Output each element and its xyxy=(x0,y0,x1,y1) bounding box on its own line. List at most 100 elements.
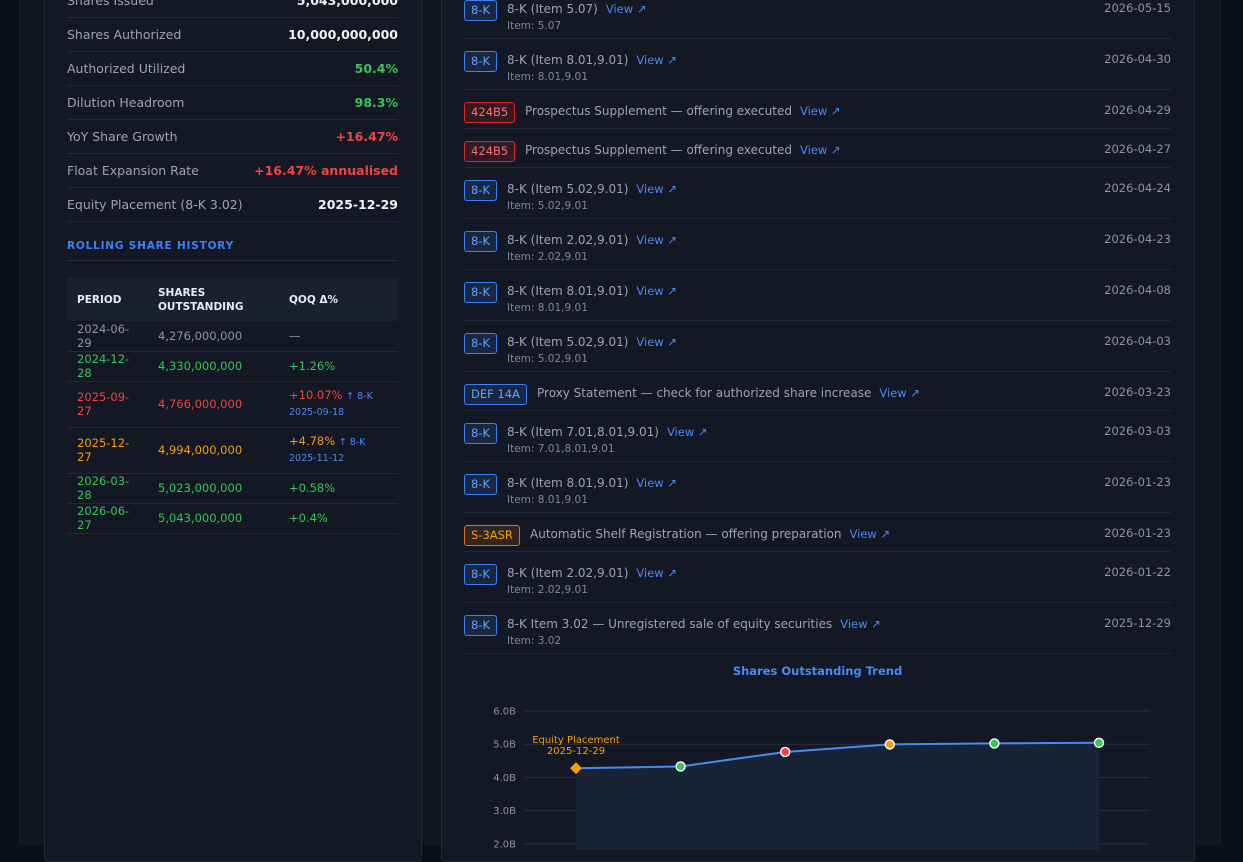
shares-cell: 4,994,000,000 xyxy=(148,427,279,474)
view-filing-link[interactable]: View ↗ xyxy=(636,233,677,247)
table-header-row: PERIOD SHARES OUTSTANDING QOQ Δ% xyxy=(67,278,398,321)
filing-row: 8-K 8-K (Item 8.01,9.01) View ↗ Item: 8.01,… xyxy=(464,462,1171,513)
metric-row: Float Expansion Rate +16.47% annualised xyxy=(67,154,398,188)
filing-title-text: 8-K (Item 2.02,9.01) xyxy=(507,233,629,247)
view-filing-link[interactable]: View ↗ xyxy=(636,182,677,196)
delta-cell: +4.78% ↑ 8-K 2025-11-12 xyxy=(279,427,398,474)
y-tick-label: 4.0B xyxy=(493,773,516,784)
filing-date: 2026-05-15 xyxy=(1104,1,1171,15)
form-type-badge: 8-K xyxy=(464,564,498,585)
filing-title-text: 8-K (Item 5.02,9.01) xyxy=(507,335,629,349)
column-header-delta: QOQ Δ% xyxy=(289,293,339,306)
form-type-badge: S-3ASR xyxy=(464,525,520,546)
table-row: 2026-03-28 5,023,000,000 +0.58% xyxy=(67,473,398,504)
metric-value: 50.4% xyxy=(354,61,398,76)
filing-item-numbers: Item: 8.01,9.01 xyxy=(507,302,588,314)
view-filing-link[interactable]: View ↗ xyxy=(666,425,708,439)
view-filing-link[interactable]: View ↗ xyxy=(636,335,677,349)
filing-title-text: 8-K (Item 8.01,9.01) xyxy=(507,284,629,298)
y-tick-label: 6.0B xyxy=(493,707,516,718)
filing-title-text: 8-K (Item 2.02,9.01) xyxy=(507,566,629,580)
period-cell: 2024-12-28 xyxy=(67,351,148,382)
filing-title: 8-K (Item 7.01,8.01,9.01) View ↗ xyxy=(507,425,708,439)
data-point xyxy=(884,739,895,750)
shares-cell: 4,276,000,000 xyxy=(148,321,279,352)
filing-date: 2025-11-12 xyxy=(289,453,345,464)
metric-label: Dilution Headroom xyxy=(67,95,185,110)
filing-item-numbers: Item: 8.01,9.01 xyxy=(507,494,588,506)
filing-date: 2026-01-22 xyxy=(1104,565,1171,579)
filing-date: 2026-04-29 xyxy=(1104,103,1171,117)
table-row: 2025-09-27 4,766,000,000 +10.07% ↑ 8-K 2… xyxy=(67,381,398,428)
filing-item-numbers: Item: 8.01,9.01 xyxy=(507,71,588,83)
filing-item-numbers: Item: 2.02,9.01 xyxy=(507,251,588,263)
filing-title-text: 8-K (Item 7.01,8.01,9.01) xyxy=(507,425,659,439)
column-header-period: PERIOD xyxy=(77,293,122,306)
shares-cell: 4,766,000,000 xyxy=(148,381,279,428)
form-type-badge: 8-K xyxy=(464,423,498,444)
view-filing-link[interactable]: View ↗ xyxy=(840,617,881,631)
filing-link[interactable]: ↑ 8-K xyxy=(338,437,366,448)
filing-title-text: Prospectus Supplement — offering execute… xyxy=(525,143,792,157)
view-filing-link[interactable]: View ↗ xyxy=(799,143,841,157)
filing-date: 2026-01-23 xyxy=(1104,526,1171,540)
filing-date: 2026-04-24 xyxy=(1104,181,1171,195)
y-tick-label: 3.0B xyxy=(493,806,516,817)
metric-value: 10,000,000,000 xyxy=(288,27,398,42)
filing-date: 2026-01-23 xyxy=(1104,475,1171,489)
filing-row: 8-K 8-K (Item 7.01,8.01,9.01) View ↗ Item: … xyxy=(464,411,1171,462)
filing-link[interactable]: ↑ 8-K xyxy=(346,391,373,402)
filing-title-text: 8-K (Item 8.01,9.01) xyxy=(507,53,629,67)
filing-row: 8-K 8-K (Item 8.01,9.01) View ↗ Item: 8.01,… xyxy=(464,39,1171,90)
form-type-badge: 8-K xyxy=(464,474,498,495)
filing-item-numbers: Item: 5.07 xyxy=(507,20,562,32)
filing-row: 8-K 8-K (Item 2.02,9.01) View ↗ Item: 2.02,… xyxy=(464,219,1171,270)
shares-cell: 5,023,000,000 xyxy=(148,473,279,504)
form-type-badge: 8-K xyxy=(464,180,498,201)
view-filing-link[interactable]: View ↗ xyxy=(849,527,891,541)
period-cell: 2026-03-28 xyxy=(67,473,148,504)
metric-value: +16.47% annualised xyxy=(254,163,398,178)
filing-item-numbers: Item: 2.02,9.01 xyxy=(507,584,588,596)
filing-title: 8-K Item 3.02 — Unregistered sale of equ… xyxy=(507,617,881,631)
filing-row: 8-K 8-K (Item 2.02,9.01) View ↗ Item: 2.02,… xyxy=(464,552,1171,603)
y-tick-label: 5.0B xyxy=(493,740,516,751)
metric-label: Shares Authorized xyxy=(67,27,182,42)
filing-date: 2026-04-30 xyxy=(1104,52,1171,66)
rolling-history-heading: ROLLING SHARE HISTORY xyxy=(67,240,398,261)
view-filing-link[interactable]: View ↗ xyxy=(636,476,677,490)
delta-cell: +0.58% xyxy=(279,473,398,504)
equity-placement-marker xyxy=(570,762,582,775)
delta-cell: +1.26% xyxy=(279,351,398,382)
form-type-badge: 424B5 xyxy=(464,102,516,123)
metric-label: Authorized Utilized xyxy=(67,61,186,76)
filing-title: 8-K (Item 8.01,9.01) View ↗ xyxy=(507,284,677,298)
filing-title: 8-K (Item 5.02,9.01) View ↗ xyxy=(507,182,677,196)
filing-title: Automatic Shelf Registration — offering … xyxy=(530,527,890,541)
delta-cell: +0.4% xyxy=(279,503,398,534)
filing-row: 8-K 8-K (Item 5.07) View ↗ Item: 5.07 2026-0… xyxy=(464,0,1171,39)
view-filing-link[interactable]: View ↗ xyxy=(879,386,920,400)
filing-title: 8-K (Item 5.02,9.01) View ↗ xyxy=(507,335,677,349)
view-filing-link[interactable]: View ↗ xyxy=(636,53,677,67)
view-filing-link[interactable]: View ↗ xyxy=(636,566,677,580)
filing-date: 2026-03-03 xyxy=(1104,424,1171,438)
filing-title-text: Proxy Statement — check for authorized s… xyxy=(537,386,872,400)
metric-value: 5,043,000,000 xyxy=(296,0,398,8)
view-filing-link[interactable]: View ↗ xyxy=(636,284,677,298)
filing-date: 2026-03-23 xyxy=(1104,385,1171,399)
filing-title: 8-K (Item 8.01,9.01) View ↗ xyxy=(507,476,677,490)
form-type-badge: 8-K xyxy=(464,615,498,636)
shares-cell: 5,043,000,000 xyxy=(148,503,279,534)
filing-row: 8-K 8-K (Item 5.02,9.01) View ↗ Item: 5.02,… xyxy=(464,321,1171,372)
metric-label: Equity Placement (8-K 3.02) xyxy=(67,197,243,212)
filing-date: 2026-04-08 xyxy=(1104,283,1171,297)
metric-row: Shares Authorized 10,000,000,000 xyxy=(67,18,398,52)
chart-title: Shares Outstanding Trend xyxy=(732,664,903,678)
annotation-label: Equity Placement xyxy=(532,735,620,746)
metric-value: 98.3% xyxy=(354,95,398,110)
delta-value: +4.78% xyxy=(289,434,336,448)
view-filing-link[interactable]: View ↗ xyxy=(605,2,647,16)
filing-item-numbers: Item: 5.02,9.01 xyxy=(507,353,588,365)
view-filing-link[interactable]: View ↗ xyxy=(799,104,841,118)
